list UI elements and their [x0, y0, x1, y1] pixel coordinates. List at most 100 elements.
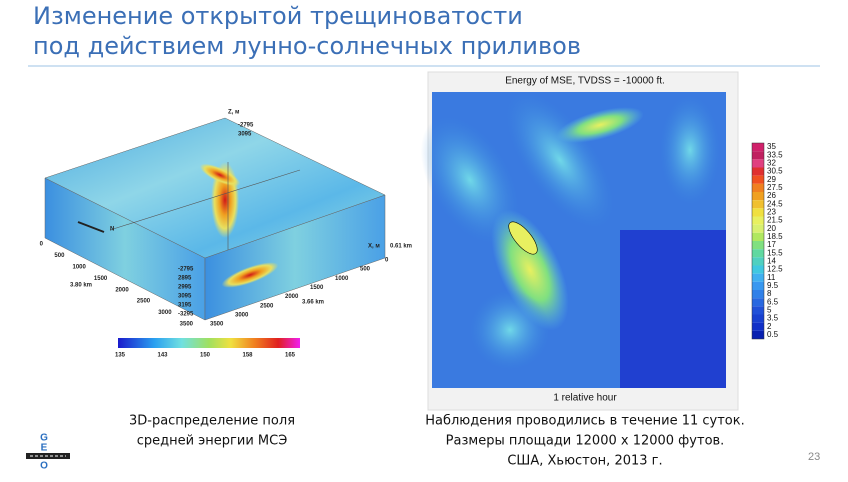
colorbar-swatch — [752, 175, 764, 184]
map-zone — [556, 107, 644, 143]
colorbar-label: 6.5 — [767, 297, 779, 306]
colorbar-label: 21.5 — [767, 216, 783, 225]
depth-label: -2795 — [178, 267, 194, 273]
north-arrow — [77, 221, 105, 233]
colorbar-swatch — [752, 167, 764, 176]
axis-label: 500 — [360, 267, 371, 273]
page-number: 23 — [808, 451, 820, 463]
colorbar-label: 33.5 — [767, 150, 783, 159]
axis-label: 500 — [54, 253, 65, 259]
depth-label: -3295 — [178, 312, 194, 318]
colorbar-label: 32 — [767, 159, 776, 168]
colorbar-swatch — [752, 322, 764, 331]
depth-label: 2895 — [178, 276, 192, 282]
colorbar-border — [751, 142, 765, 340]
colorbar-label: 3.5 — [767, 314, 779, 323]
colorbar-label: 15.5 — [767, 248, 783, 257]
axis-label: 0 — [40, 242, 44, 248]
colorbar-label: 35 — [767, 142, 776, 151]
depth-label: 3195 — [178, 303, 192, 309]
colorbar-label: 158 — [242, 353, 253, 359]
logo-letter: E — [41, 443, 48, 454]
colorbar-label: 29 — [767, 175, 776, 184]
colorbar-label: 12.5 — [767, 265, 783, 274]
colorbar-swatch — [752, 183, 764, 192]
block-3d — [44, 117, 386, 348]
colorbar-label: 8 — [767, 289, 772, 298]
colorbar-swatch — [752, 298, 764, 307]
colorbar-swatch — [752, 192, 764, 201]
z-label: 3095 — [238, 132, 252, 138]
colorbar-swatch — [752, 216, 764, 225]
axis-label: 1500 — [94, 276, 108, 282]
colorbar-label: 26 — [767, 191, 776, 200]
height-label: 0.61 km — [390, 244, 412, 250]
logo: G E O — [26, 433, 70, 472]
colorbar-swatch — [752, 143, 764, 152]
map-zone — [491, 209, 569, 331]
axis-label: 3500 — [210, 322, 224, 328]
colorbar-label: 2 — [767, 322, 772, 331]
colorbar-swatch — [752, 224, 764, 233]
map-peak — [508, 221, 538, 255]
x-axis-label: 1 relative hour — [553, 393, 617, 404]
colorbar-swatch — [752, 281, 764, 290]
caption: средней энергии МСЭ — [137, 434, 288, 449]
axis-length: 3.66 km — [302, 300, 324, 306]
colorbar-label: 135 — [115, 353, 126, 359]
axis-label: 1500 — [310, 285, 324, 291]
colorbar-swatch — [752, 151, 764, 160]
axis-label: 2000 — [285, 294, 299, 300]
colorbar-label: 5 — [767, 306, 772, 315]
logo-letter: G — [40, 433, 48, 444]
map-zone — [470, 290, 550, 370]
colorbar-label: 30.5 — [767, 167, 783, 176]
colorbar-label: 9.5 — [767, 281, 779, 290]
z-label: -2795 — [238, 123, 254, 129]
caption: Наблюдения проводились в течение 11 суто… — [425, 414, 745, 429]
depth-label: 3095 — [178, 294, 192, 300]
colorbar-3d — [118, 338, 300, 348]
colorbar-swatch — [752, 265, 764, 274]
colorbar-swatch — [752, 232, 764, 241]
caption: 3D-распределение поля — [129, 414, 295, 429]
title-line: Изменение открытой трещиноватости — [33, 2, 523, 30]
colorbar-label: 14 — [767, 257, 776, 266]
axis-label: 1000 — [335, 276, 349, 282]
caption: США, Хьюстон, 2013 г. — [507, 454, 662, 469]
anomaly — [221, 262, 279, 288]
section-line — [109, 169, 301, 231]
map-low — [620, 230, 726, 388]
colorbar-label: 18.5 — [767, 232, 783, 241]
colorbar-swatch — [752, 208, 764, 217]
title-line: под действием лунно-солнечных приливов — [33, 32, 581, 60]
logo-letter: O — [40, 461, 48, 472]
axis-label: 3500 — [180, 322, 194, 328]
axis-label: 2500 — [260, 303, 274, 309]
colorbar-swatch — [752, 330, 764, 339]
north-label: N — [110, 227, 114, 233]
colorbar-label: 27.5 — [767, 183, 783, 192]
colorbar-swatch — [752, 159, 764, 168]
colorbar-label: 24.5 — [767, 199, 783, 208]
colorbar-swatch — [752, 290, 764, 299]
colorbar-label: 17 — [767, 240, 776, 249]
colorbar-swatch — [752, 241, 764, 250]
map-zone — [505, 91, 615, 229]
axis-label: 0 — [385, 258, 389, 264]
map-zone — [420, 116, 520, 244]
x-axis-label: X, м — [368, 244, 380, 250]
axis-label: 2000 — [115, 287, 129, 293]
colorbar-swatch — [752, 257, 764, 266]
depth-label: 2995 — [178, 285, 192, 291]
axis-label: 3000 — [235, 312, 249, 318]
axis-length: 3.80 km — [70, 283, 92, 289]
map-zone — [660, 95, 720, 205]
axis-label: 2500 — [137, 299, 151, 305]
colorbar-label: 143 — [157, 353, 168, 359]
colorbar-label: 150 — [200, 353, 211, 359]
axis-label: 1000 — [72, 264, 86, 270]
